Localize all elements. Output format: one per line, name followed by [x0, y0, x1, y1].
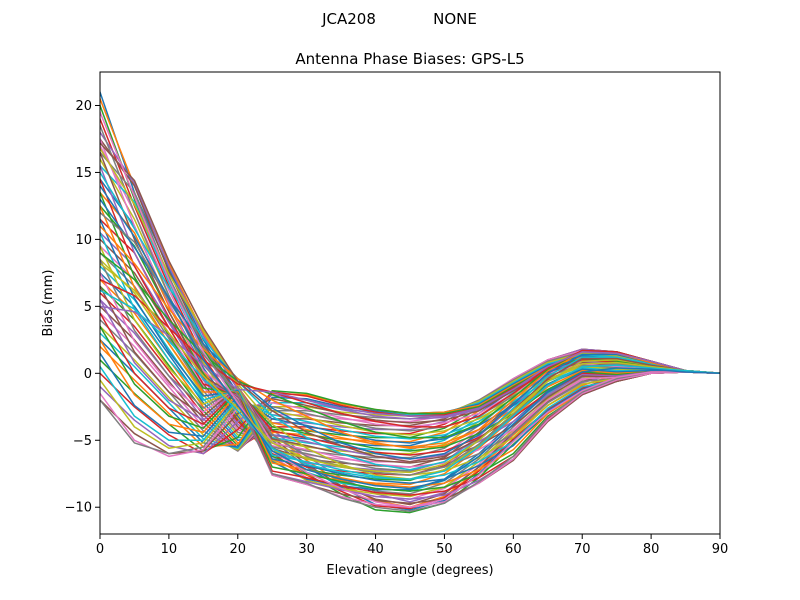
suptitle-left: JCA208 — [321, 10, 376, 28]
x-axis-ticks: 0 10 20 30 40 50 60 70 80 90 — [96, 534, 728, 557]
plot-area — [100, 91, 720, 514]
x-tick-label: 60 — [505, 542, 522, 557]
y-tick-label: 15 — [75, 166, 92, 181]
x-tick-label: 30 — [298, 542, 315, 557]
x-tick-label: 20 — [230, 542, 247, 557]
series-line-40 — [100, 365, 720, 442]
series-line-42 — [100, 338, 720, 448]
y-tick-label: −10 — [65, 501, 92, 516]
y-axis-label: Bias (mm) — [41, 270, 56, 337]
series-line-43 — [100, 325, 720, 452]
axes-frame — [99, 71, 721, 535]
series-line-66 — [100, 141, 720, 463]
y-tick-label: 5 — [84, 300, 92, 315]
y-tick-label: 20 — [75, 99, 92, 114]
series-line-65 — [100, 305, 720, 417]
series-group — [100, 91, 720, 514]
series-line-70 — [100, 289, 720, 480]
x-axis-label: Elevation angle (degrees) — [326, 563, 493, 578]
series-line-60 — [100, 171, 720, 471]
series-line-39 — [100, 365, 720, 450]
series-line-69 — [100, 262, 720, 474]
y-axis-ticks: −10 −5 0 5 10 15 20 — [65, 99, 100, 516]
series-line-67 — [100, 111, 720, 508]
x-tick-label: 70 — [574, 542, 591, 557]
y-tick-label: 10 — [75, 233, 92, 248]
series-line-68 — [100, 211, 720, 476]
x-tick-label: 0 — [96, 542, 104, 557]
y-tick-label: −5 — [73, 434, 92, 449]
suptitle-right: NONE — [433, 10, 477, 28]
series-line-71 — [100, 184, 720, 490]
chart-title: Antenna Phase Biases: GPS-L5 — [295, 50, 524, 68]
x-tick-label: 10 — [161, 542, 178, 557]
x-tick-label: 80 — [643, 542, 660, 557]
y-tick-label: 0 — [84, 367, 92, 382]
x-tick-label: 40 — [367, 542, 384, 557]
series-line-61 — [100, 198, 720, 460]
x-tick-label: 90 — [712, 542, 729, 557]
series-line-41 — [100, 352, 720, 444]
x-tick-label: 50 — [436, 542, 453, 557]
